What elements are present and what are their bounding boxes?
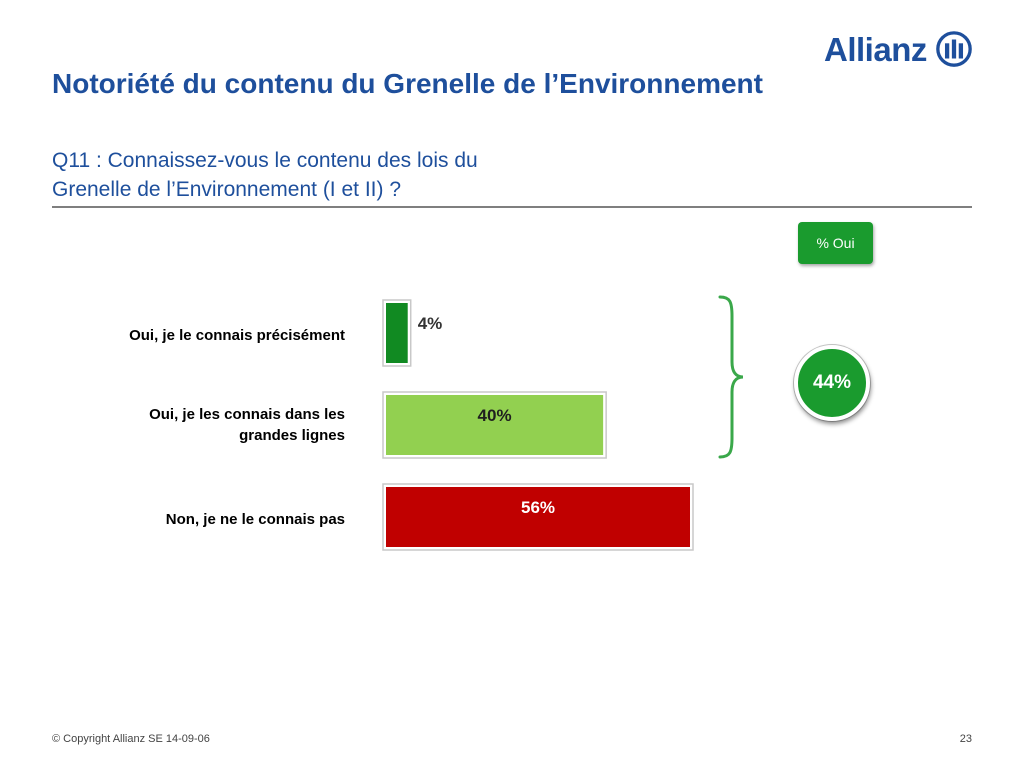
page-number: 23 [959, 733, 972, 745]
question-line-2: Grenelle de l’Environnement (I et II) ? [52, 178, 402, 201]
value-label-3: 56% [521, 498, 555, 517]
title-divider [52, 206, 972, 208]
logo-wordmark: Allianz [824, 30, 927, 68]
category-label-2: Oui, je les connais dans les grandes lign… [65, 404, 345, 446]
category-label-line: Oui, je le connais précisément [129, 326, 345, 344]
value-label-1: 4% [418, 314, 443, 333]
value-label-2: 40% [478, 406, 512, 425]
bar-chart: 4% 40% 56% [382, 299, 694, 551]
survey-question: Q11 : Connaissez-vous le contenu des loi… [52, 146, 652, 204]
category-label-1: Oui, je le connais précisément [65, 325, 345, 346]
allianz-eagle-icon [936, 31, 972, 67]
bar-3 [386, 487, 690, 547]
allianz-logo: Allianz [824, 28, 973, 70]
bar-1 [386, 303, 408, 363]
total-yes-circle: 44% [794, 345, 870, 421]
copyright-footer: © Copyright Allianz SE 14-09-06 [52, 733, 210, 745]
page-title: Notoriété du contenu du Grenelle de l’En… [52, 68, 763, 99]
percent-yes-badge: % Oui [798, 222, 873, 264]
category-label-line: Oui, je les connais dans les [149, 406, 345, 423]
category-label-3: Non, je ne le connais pas [65, 509, 345, 530]
category-label-line: grandes lignes [239, 427, 345, 444]
category-label-line: Non, je ne le connais pas [165, 510, 345, 528]
bar-2 [386, 395, 604, 455]
question-line-1: Q11 : Connaissez-vous le contenu des loi… [52, 149, 478, 172]
grouping-brace [718, 295, 744, 459]
